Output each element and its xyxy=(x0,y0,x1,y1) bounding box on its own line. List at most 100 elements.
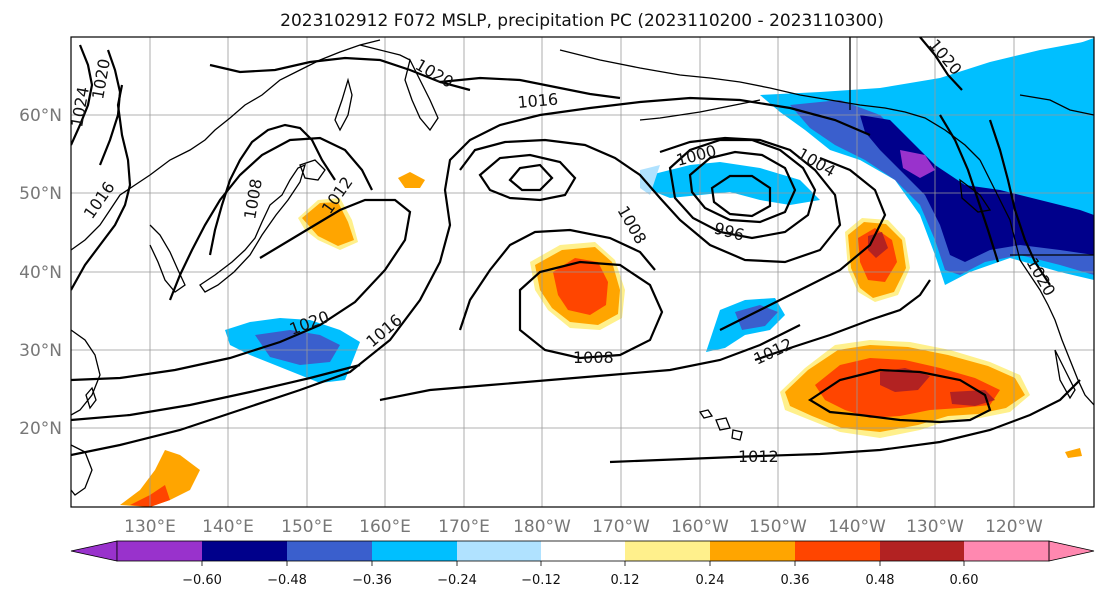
colorbar-over-arrow xyxy=(1048,540,1095,562)
coast-sakhalin xyxy=(334,77,353,132)
isobar-1008-west-low xyxy=(478,153,577,202)
coast-korea xyxy=(149,224,186,293)
lat-label: 20°N xyxy=(19,419,62,439)
isobar-1012-ne xyxy=(719,156,887,331)
coast-japan xyxy=(199,163,307,293)
colorbar-tick-label: 0.12 xyxy=(611,573,640,588)
colorbar-segment xyxy=(710,541,795,561)
colorbar-tick-label: −0.12 xyxy=(521,573,561,588)
colorbar-under-arrow xyxy=(70,540,118,562)
colorbar-segment xyxy=(795,541,880,561)
colorbar-tick-label: 0.36 xyxy=(781,573,810,588)
colorbar-tick-label: 0.48 xyxy=(866,573,895,588)
colorbar-segment xyxy=(880,541,964,561)
lat-label: 30°N xyxy=(19,341,62,361)
coast-baja xyxy=(1054,349,1076,400)
shade-orange-kam xyxy=(398,172,425,188)
lon-label: 160°W xyxy=(671,517,729,537)
lon-label: 120°W xyxy=(985,517,1043,537)
isobar-1020-nw xyxy=(98,49,122,166)
isobar-1008-right xyxy=(508,163,554,192)
colorbar-tick-label: −0.36 xyxy=(352,573,392,588)
colorbar-segment xyxy=(372,541,457,561)
latitude-labels: 60°N 50°N 40°N 30°N 20°N xyxy=(19,106,62,439)
isobar-1020-top xyxy=(209,56,471,92)
coast-alaska xyxy=(559,49,981,161)
shade-blue-west xyxy=(255,330,340,365)
isobar-1008-japan xyxy=(208,123,336,256)
isobar-1020-east xyxy=(988,119,1051,286)
lon-label: 170°W xyxy=(592,517,650,537)
map-area: 1024 1020 1020 1016 1008 1012 1020 1016 … xyxy=(67,37,1094,507)
isobar-1016-south xyxy=(379,324,801,402)
isobar-1012-bottom xyxy=(609,379,1081,464)
isobar-1004 xyxy=(668,138,817,240)
isobar-1020-arc xyxy=(71,363,361,422)
shade-orange-hi xyxy=(1065,448,1082,458)
lon-label: 180°W xyxy=(513,517,571,537)
lon-label: 130°W xyxy=(906,517,964,537)
colorbar-segment xyxy=(287,541,372,561)
map-title: 2023102912 F072 MSLP, precipitation PC (… xyxy=(280,11,884,31)
coast-canada-inland xyxy=(1019,94,1094,116)
isobar-1024-nw xyxy=(71,44,94,146)
shade-orange-sw xyxy=(120,450,200,507)
coast-china-s xyxy=(71,329,101,416)
isobar-label: 1012 xyxy=(738,447,779,466)
lon-label: 140°E xyxy=(202,517,254,537)
colorbar-ticks xyxy=(201,561,965,566)
colorbar-tick-label: −0.48 xyxy=(267,573,307,588)
map-graticule xyxy=(71,37,1094,507)
coast-kamchatka xyxy=(404,58,439,132)
isobar-1016-west xyxy=(71,84,132,291)
isobar-label: 1008 xyxy=(573,348,614,367)
map-frame xyxy=(70,36,1095,508)
isobar-1016-arc xyxy=(71,96,871,457)
coast-aleutians xyxy=(639,99,761,121)
isobar-label: 1024 xyxy=(67,85,93,128)
colorbar-segment xyxy=(457,541,541,561)
colorbar-tick-label: 0.60 xyxy=(950,573,979,588)
coast-okhotsk xyxy=(359,44,411,61)
colorbar-segment xyxy=(117,541,202,561)
isobar-1016-ne xyxy=(939,114,1000,263)
lon-label: 170°E xyxy=(438,517,490,537)
isobars xyxy=(71,37,1081,464)
isobar-1012-se xyxy=(754,279,931,362)
coast-hokkaido xyxy=(299,159,326,181)
coast-bc xyxy=(979,159,1094,406)
shade-blue-mid xyxy=(735,305,778,330)
colorbar-tick-label: −0.60 xyxy=(182,573,222,588)
coast-hawaii xyxy=(698,409,743,441)
colorbar: −0.60 −0.48 −0.36 −0.24 −0.12 0.12 0.24 … xyxy=(70,540,1095,588)
isobar-label: 1016 xyxy=(517,90,559,112)
lat-label: 40°N xyxy=(19,263,62,283)
isobar-1012-japan xyxy=(168,136,373,301)
isobar-1012-se2 xyxy=(807,368,992,424)
colorbar-segment xyxy=(625,541,710,561)
shade-purple-ne xyxy=(900,150,935,178)
lon-label: 150°W xyxy=(749,517,807,537)
isobar-1020-ne xyxy=(919,37,963,91)
shade-firebrick-se xyxy=(880,368,930,392)
lon-label: 130°E xyxy=(124,517,176,537)
isobar-996 xyxy=(710,174,772,218)
colorbar-segment xyxy=(202,541,287,561)
isobar-1012-mid xyxy=(458,228,656,331)
shade-navy-ne xyxy=(860,115,1094,262)
lon-label: 160°E xyxy=(359,517,411,537)
isobar-1000 xyxy=(688,150,797,224)
shade-skyblue-north xyxy=(1060,38,1094,80)
colorbar-segment xyxy=(541,541,625,561)
isobar-1008-low xyxy=(459,136,842,264)
colorbar-outline xyxy=(116,540,1050,562)
coast-vancouver-island xyxy=(959,178,992,213)
colorbar-tick-label: −0.24 xyxy=(437,573,477,588)
lat-label: 60°N xyxy=(19,106,62,126)
colorbar-segment xyxy=(964,541,1049,561)
coast-philippines xyxy=(71,444,93,496)
lon-label: 140°W xyxy=(828,517,886,537)
coast-taiwan xyxy=(85,386,97,410)
lon-label: 150°E xyxy=(281,517,333,537)
